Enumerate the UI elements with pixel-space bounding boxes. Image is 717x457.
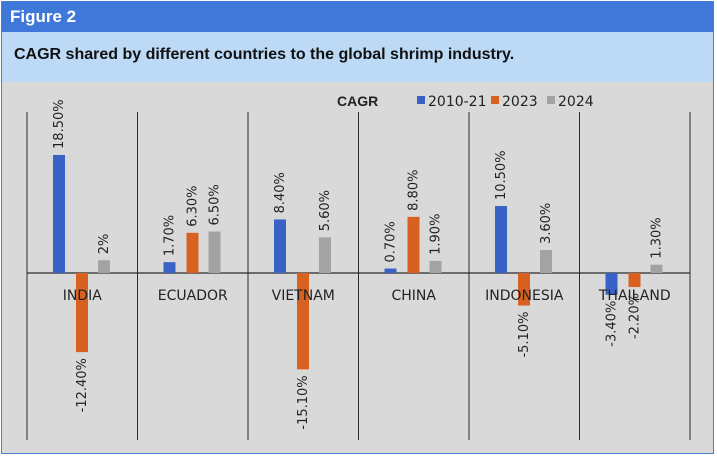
bar-thailand-2010-21 — [605, 273, 618, 295]
data-label: 5.60% — [318, 190, 333, 231]
data-label: 1.90% — [429, 214, 444, 255]
bar-ecuador-2023 — [186, 232, 199, 273]
category-label: THAILAND — [598, 288, 671, 304]
category-label: ECUADOR — [158, 288, 228, 304]
legend-title: CAGR — [337, 93, 378, 109]
data-label: 6.30% — [186, 185, 201, 226]
bar-ecuador-2024 — [208, 231, 221, 273]
legend-entry: 2010-21 — [428, 94, 487, 110]
bar-indonesia-2024 — [540, 250, 552, 273]
bar-india-2023 — [76, 273, 88, 353]
data-label: 3.60% — [539, 203, 554, 244]
data-label: 10.50% — [494, 150, 509, 200]
data-label: 1.30% — [650, 217, 665, 258]
bar-vietnam-2010-21 — [274, 219, 286, 273]
data-label: -3.40% — [605, 301, 620, 347]
data-label: 8.80% — [407, 170, 422, 211]
bar-indonesia-2023 — [518, 273, 530, 306]
category-label: VIETNAM — [272, 288, 335, 304]
data-label: 2% — [97, 234, 112, 255]
data-label: -12.40% — [75, 358, 90, 412]
bar-china-2024 — [429, 260, 442, 273]
figure-label: Figure 2 — [2, 2, 713, 32]
data-label: 8.40% — [273, 172, 288, 213]
legend-swatch — [417, 96, 425, 104]
data-label: 18.50% — [52, 99, 67, 149]
bar-india-2010-21 — [53, 154, 65, 273]
legend-swatch — [547, 96, 555, 104]
figure-title: CAGR shared by different countries to th… — [2, 32, 713, 82]
bar-china-2010-21 — [384, 268, 397, 273]
data-label: -5.10% — [517, 312, 532, 358]
legend-entry: 2023 — [502, 94, 538, 110]
category-label: CHINA — [392, 288, 437, 304]
bar-vietnam-2023 — [297, 273, 309, 370]
data-label: -15.10% — [296, 375, 311, 429]
legend-swatch — [491, 96, 499, 104]
category-label: INDONESIA — [485, 288, 564, 304]
bar-ecuador-2010-21 — [163, 262, 176, 273]
legend-entry: 2024 — [558, 94, 594, 110]
bar-india-2024 — [98, 260, 110, 273]
bar-thailand-2024 — [650, 264, 663, 273]
bar-china-2023 — [407, 216, 420, 273]
bar-vietnam-2024 — [319, 237, 331, 273]
bar-thailand-2023 — [628, 273, 641, 288]
data-label: 1.70% — [163, 215, 178, 256]
category-label: INDIA — [63, 288, 103, 304]
data-label: 0.70% — [384, 221, 399, 262]
data-label: 6.50% — [208, 184, 223, 225]
bar-indonesia-2010-21 — [495, 206, 507, 273]
data-label: -2.20% — [628, 293, 643, 339]
